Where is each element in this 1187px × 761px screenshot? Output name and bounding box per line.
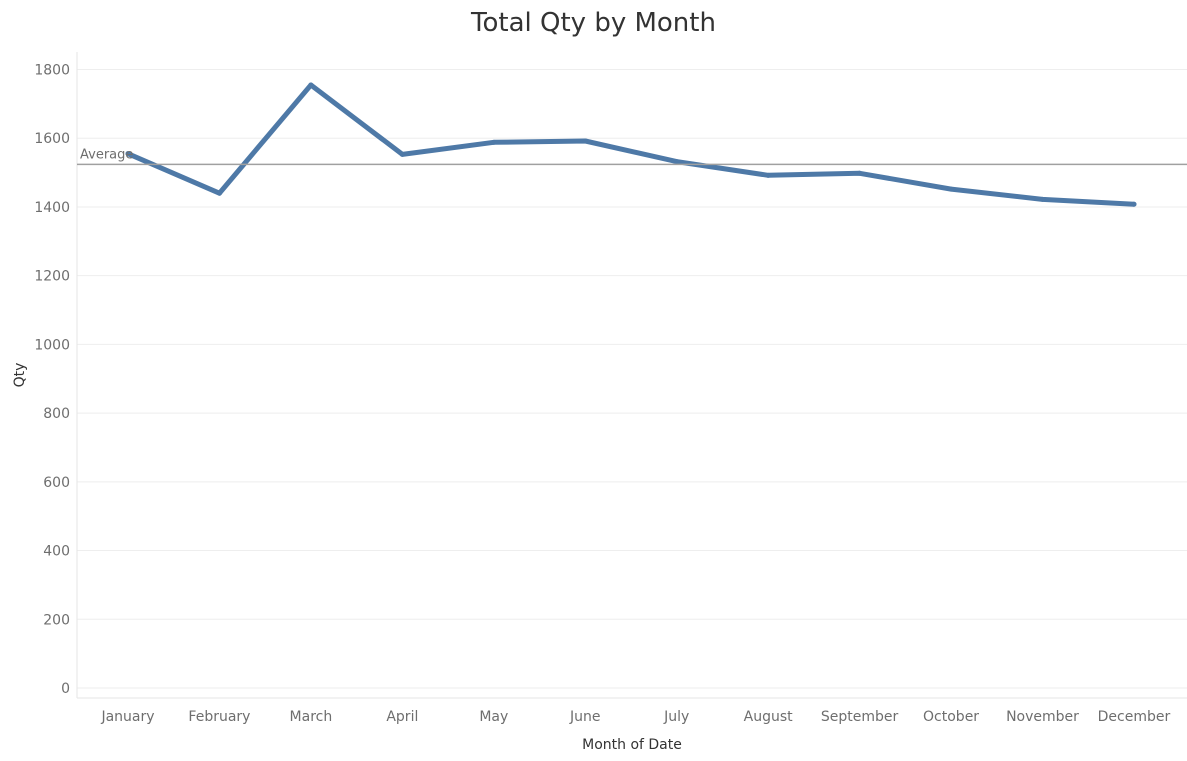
x-axis-ticks: January February March April May June July Augu… [100, 709, 1170, 725]
data-point [674, 159, 680, 165]
data-point [491, 139, 497, 145]
x-tick-label: October [923, 709, 979, 725]
y-tick-label: 800 [43, 406, 70, 422]
x-tick-label: November [1006, 709, 1079, 725]
data-point [216, 190, 222, 196]
data-point [399, 151, 405, 157]
y-tick-label: 200 [43, 612, 70, 628]
x-axis-title: Month of Date [582, 737, 682, 753]
series [125, 82, 1137, 207]
data-point [125, 151, 131, 157]
y-tick-label: 1000 [34, 337, 70, 353]
x-tick-label: December [1098, 709, 1171, 725]
y-tick-label: 1800 [34, 63, 70, 79]
data-point [948, 186, 954, 192]
average-label: Average [80, 147, 133, 162]
y-axis-ticks: 0 200 400 600 800 1000 1200 1400 1600 1800 [34, 63, 70, 698]
average-reference: Average [77, 147, 1187, 166]
x-tick-label: June [569, 709, 601, 725]
gridlines [77, 69, 1187, 689]
chart-title: Total Qty by Month [471, 8, 716, 38]
x-tick-label: September [821, 709, 899, 725]
y-tick-label: 0 [61, 681, 70, 697]
data-point [582, 138, 588, 144]
data-point [857, 170, 863, 176]
x-tick-label: July [663, 709, 689, 725]
y-axis-title: Qty [12, 363, 28, 388]
x-tick-label: January [100, 709, 154, 725]
x-tick-label: February [188, 709, 250, 725]
x-tick-label: May [479, 709, 508, 725]
y-tick-label: 600 [43, 475, 70, 491]
y-tick-label: 1600 [34, 131, 70, 147]
data-point [1040, 196, 1045, 202]
y-tick-label: 1200 [34, 269, 70, 285]
series-line [125, 82, 1137, 207]
x-tick-label: August [744, 709, 794, 725]
x-tick-label: March [290, 709, 333, 725]
y-tick-label: 1400 [34, 200, 70, 216]
x-tick-label: April [386, 709, 418, 725]
data-point [308, 82, 314, 88]
data-point [1131, 201, 1137, 207]
data-point [765, 172, 771, 178]
axes [76, 52, 1187, 699]
y-tick-label: 400 [43, 544, 70, 560]
